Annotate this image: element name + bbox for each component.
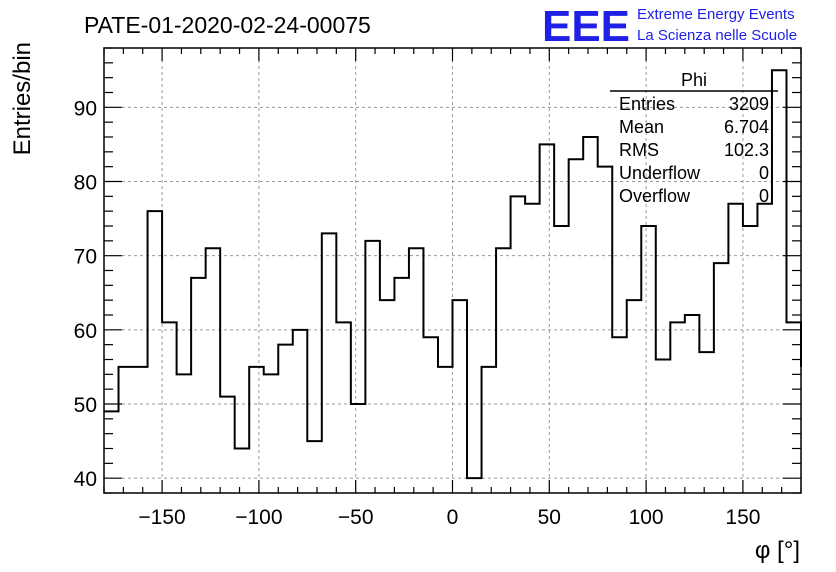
chart-title: PATE-01-2020-02-24-00075	[84, 12, 371, 38]
y-tick-label: 40	[74, 468, 97, 491]
x-axis-title: φ [°]	[755, 537, 800, 564]
histogram-line	[104, 69, 802, 480]
x-tick-label: −150	[138, 506, 185, 529]
y-tick-label: 90	[74, 97, 97, 120]
x-tick-label: 0	[447, 506, 459, 529]
axis-ticks	[103, 47, 802, 494]
stats-value-underflow: 0	[759, 163, 769, 183]
stats-label-overflow: Overflow	[619, 186, 691, 206]
y-tick-label: 80	[74, 172, 97, 195]
stats-value-overflow: 0	[759, 186, 769, 206]
stats-label-underflow: Underflow	[619, 163, 701, 183]
stats-title: Phi	[681, 70, 707, 90]
stats-value-rms: 102.3	[724, 140, 769, 160]
y-tick-label: 60	[74, 320, 97, 343]
y-axis-title: Entries/bin	[9, 42, 36, 155]
stats-label-entries: Entries	[619, 94, 675, 114]
stats-box: Phi Entries 3209 Mean 6.704 RMS 102.3 Un…	[610, 70, 778, 206]
y-tick-label: 70	[74, 246, 97, 269]
logo-line-1: Extreme Energy Events	[637, 6, 795, 23]
x-tick-label: −50	[338, 506, 374, 529]
eee-logo: EEE Extreme Energy Events La Scienza nel…	[542, 2, 797, 51]
tick-labels: −150 −100 −50 0 50 100 150 40 50 60 70 80 90	[74, 97, 761, 529]
y-tick-label: 50	[74, 394, 97, 417]
stats-value-entries: 3209	[729, 94, 769, 114]
x-tick-label: 150	[725, 506, 760, 529]
eee-logo-mark: EEE	[542, 2, 630, 51]
x-tick-label: 50	[538, 506, 561, 529]
logo-line-2: La Scienza nelle Scuole	[637, 27, 797, 44]
x-tick-label: 100	[629, 506, 664, 529]
stats-value-mean: 6.704	[724, 117, 769, 137]
stats-label-mean: Mean	[619, 117, 664, 137]
stats-label-rms: RMS	[619, 140, 659, 160]
x-tick-label: −100	[235, 506, 282, 529]
